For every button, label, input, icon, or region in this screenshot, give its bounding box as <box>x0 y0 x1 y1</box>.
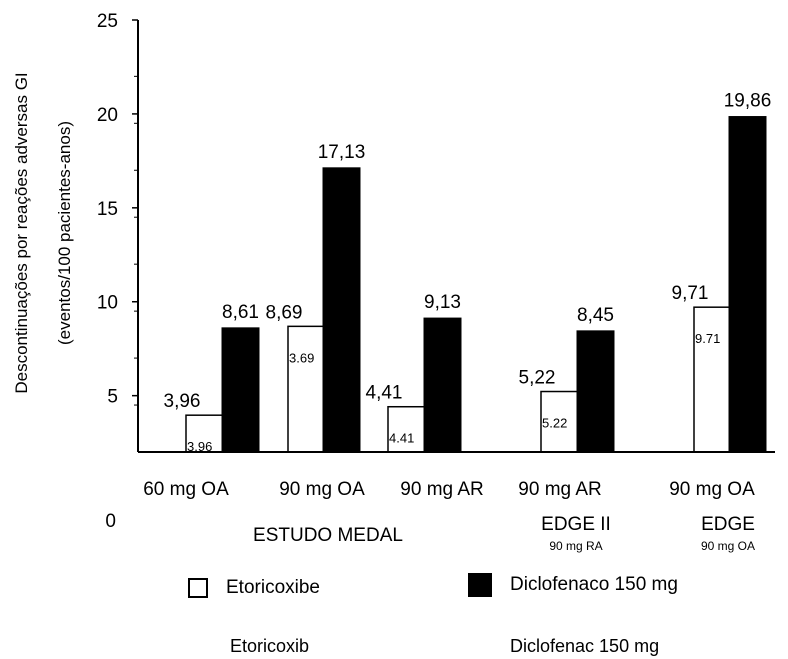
group-sublabel: 90 mg RA <box>549 539 602 553</box>
value-label-etoricoxibe: 4,41 <box>366 383 403 404</box>
legend-label: Etoricoxibe <box>226 577 320 598</box>
category-label: 90 mg AR <box>518 479 601 500</box>
group-label: EDGE II <box>541 514 611 535</box>
value-label-etoricoxibe: 8,69 <box>266 302 303 323</box>
inner-label-etoricoxibe: 4.41 <box>389 431 414 446</box>
inner-label-etoricoxibe: 3.96 <box>187 439 212 454</box>
y-tick-label: 5 <box>107 387 118 408</box>
value-label-etoricoxibe: 9,71 <box>672 283 709 304</box>
x-axis: 60 mg OA 90 mg OA 90 mg AR 90 mg AR 90 mg OA… <box>138 451 775 553</box>
y-tick-label: 15 <box>97 199 118 220</box>
bars <box>185 116 767 453</box>
value-labels: 3,96 3.96 8,69 3.69 4,41 4.41 5,22 5.22 9,71 9.71… <box>164 91 772 455</box>
legend-label: Diclofenaco 150 mg <box>510 574 678 595</box>
group-sublabel: 90 mg OA <box>701 539 755 553</box>
legend-swatch-white <box>188 578 208 598</box>
value-label-etoricoxibe: 5,22 <box>519 368 556 389</box>
category-label: 90 mg OA <box>669 479 755 500</box>
legend-item-diclofenaco: Diclofenaco 150 mg <box>468 573 678 597</box>
group-label: ESTUDO MEDAL <box>253 525 403 546</box>
value-label-diclofenaco: 9,13 <box>424 292 461 313</box>
category-label: 90 mg AR <box>400 479 483 500</box>
bar-diclofenaco <box>728 116 767 453</box>
bar-etoricoxibe <box>693 306 732 453</box>
value-label-diclofenaco: 17,13 <box>318 142 366 163</box>
footer-left: Etoricoxib <box>230 636 310 656</box>
legend-item-etoricoxibe: Etoricoxibe <box>188 577 320 599</box>
bar-diclofenaco <box>221 327 260 453</box>
category-label: 60 mg OA <box>143 479 229 500</box>
y-axis-title: Descontinuações por reações adversas GI <box>12 72 31 393</box>
bar-diclofenaco <box>423 317 462 453</box>
y-tick-label: 25 <box>97 11 118 32</box>
category-label: 90 mg OA <box>279 479 365 500</box>
value-label-diclofenaco: 19,86 <box>724 91 772 112</box>
y-axis-subtitle: (eventos/100 pacientes-anos) <box>55 121 74 345</box>
bar-etoricoxibe <box>287 325 326 453</box>
inner-label-etoricoxibe: 9.71 <box>695 331 720 346</box>
footer-right: Diclofenac 150 mg <box>510 636 660 656</box>
value-label-etoricoxibe: 3,96 <box>164 391 201 412</box>
bar-diclofenaco <box>576 330 615 453</box>
value-label-diclofenaco: 8,61 <box>222 302 259 323</box>
y-tick-label: 10 <box>97 293 118 314</box>
y-axis: 25 20 15 10 5 0 <box>97 11 139 532</box>
value-label-diclofenaco: 8,45 <box>577 305 614 326</box>
inner-label-etoricoxibe: 5.22 <box>542 416 567 431</box>
y-tick-label: 20 <box>97 105 118 126</box>
legend-swatch-black <box>468 573 492 597</box>
bar-diclofenaco <box>322 167 361 453</box>
inner-label-etoricoxibe: 3.69 <box>289 350 314 365</box>
y-zero-label: 0 <box>105 511 116 532</box>
group-label: EDGE <box>701 514 755 535</box>
